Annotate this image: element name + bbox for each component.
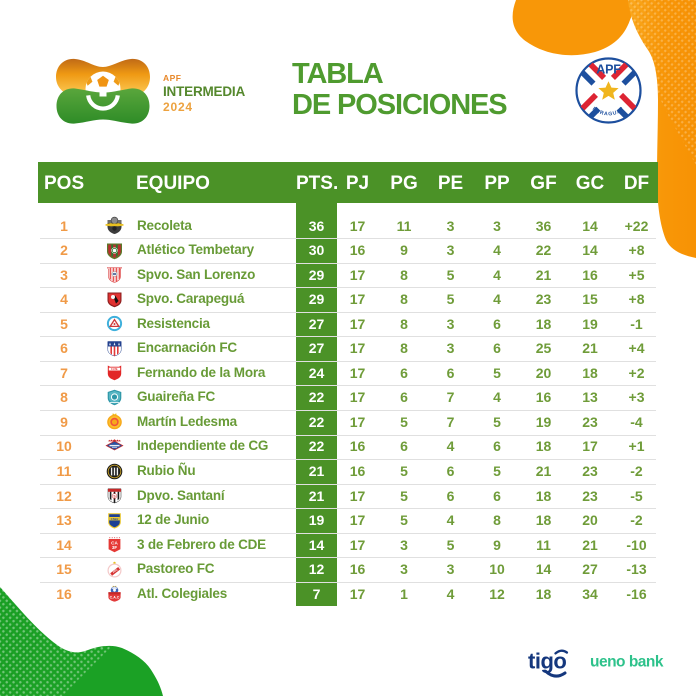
svg-text:CSBJ: CSBJ	[111, 516, 119, 520]
svg-text:S: S	[113, 494, 116, 498]
svg-text:3F: 3F	[112, 545, 118, 550]
svg-text:ueno bank: ueno bank	[590, 654, 664, 671]
svg-text:APF: APF	[596, 63, 621, 77]
svg-text:tigo: tigo	[528, 649, 566, 674]
svg-text:PARAGUAY: PARAGUAY	[591, 106, 626, 117]
svg-text:C.F.M.: C.F.M.	[111, 368, 118, 371]
svg-text:C.A.C: C.A.C	[110, 596, 120, 600]
svg-text:CA: CA	[111, 540, 118, 545]
svg-text:PFC: PFC	[112, 567, 119, 573]
